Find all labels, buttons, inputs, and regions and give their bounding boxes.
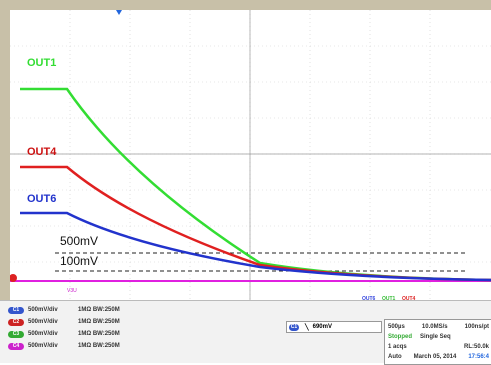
status-panel: C1 500mV/div 1MΩ BW:250M C2 500mV/div 1M… <box>0 300 491 365</box>
acq-time: 17:56:4 <box>468 353 489 360</box>
sample-rate: 10.0MS/s <box>421 323 448 330</box>
trigger-mode: Auto <box>388 353 402 360</box>
acquisition-box[interactable]: 500µs 10.0MS/s 100ns/pt Stopped Single S… <box>384 319 491 365</box>
record-length: RL:50.0k <box>463 343 489 350</box>
acq-date: March 05, 2014 <box>413 353 457 360</box>
trigger-level: 690mV <box>312 324 332 330</box>
trigger-position-marker[interactable] <box>116 10 122 15</box>
channel-impedance: 1MΩ BW:250M <box>78 343 120 349</box>
out6-trace <box>20 211 491 282</box>
out4-label: OUT4 <box>27 146 57 158</box>
ground-marker[interactable] <box>10 274 17 282</box>
channel-impedance: 1MΩ BW:250M <box>78 307 120 313</box>
acq-row-state: Stopped Single Seq <box>388 332 489 341</box>
legend-out6: OUT6 <box>362 296 376 302</box>
left-frame <box>0 0 10 300</box>
waveform-plot <box>10 10 491 300</box>
channel-scale: 500mV/div <box>28 343 58 349</box>
channel-badge: C1 <box>8 306 24 314</box>
channel-badge: C4 <box>8 342 24 350</box>
channel-row-2[interactable]: C2 500mV/div 1MΩ BW:250M <box>8 317 133 327</box>
acq-mode: Single Seq <box>420 333 451 340</box>
out1-label: OUT1 <box>27 57 57 69</box>
acq-count: 1 acqs <box>388 343 407 350</box>
channel-row-3[interactable]: C3 500mV/div 1MΩ BW:250M <box>8 329 133 339</box>
acq-state: Stopped <box>388 333 412 340</box>
timebase: 500µs <box>388 323 405 330</box>
level-500mv-label: 500mV <box>60 234 99 248</box>
out6-label: OUT6 <box>27 193 57 205</box>
legend-out1: OUT1 <box>382 296 396 302</box>
trigger-slope-icon: ╲ <box>305 324 309 331</box>
channel-scale: 500mV/div <box>28 319 58 325</box>
acq-row-date: Auto March 05, 2014 17:56:4 <box>388 352 489 361</box>
level-lines <box>55 252 465 272</box>
waveform-screen: OUT1 OUT4 OUT6 500mV 100mV OUT6 OUT1 OUT… <box>10 10 491 302</box>
legend-out4: OUT4 <box>402 296 416 302</box>
channel-row-1[interactable]: C1 500mV/div 1MΩ BW:250M <box>8 305 133 315</box>
channel-row-4[interactable]: C4 500mV/div 1MΩ BW:250M <box>8 341 133 351</box>
top-frame <box>0 0 491 10</box>
center-axes <box>10 10 491 300</box>
trigger-box[interactable]: C1 ╲ 690mV <box>286 321 382 333</box>
channel-impedance: 1MΩ BW:250M <box>78 319 120 325</box>
acq-row-count: 1 acqs RL:50.0k <box>388 342 489 351</box>
channel-scale: 500mV/div <box>28 331 58 337</box>
channel-badge: C3 <box>8 330 24 338</box>
level-100mv-label: 100mV <box>60 254 99 268</box>
channel-impedance: 1MΩ BW:250M <box>78 331 120 337</box>
ref-marker-label: V3U <box>67 288 77 294</box>
trigger-source-badge: C1 <box>289 323 299 331</box>
acq-row-timebase: 500µs 10.0MS/s 100ns/pt <box>388 322 489 331</box>
channel-badge: C2 <box>8 318 24 326</box>
resolution: 100ns/pt <box>464 323 489 330</box>
channel-scale: 500mV/div <box>28 307 58 313</box>
